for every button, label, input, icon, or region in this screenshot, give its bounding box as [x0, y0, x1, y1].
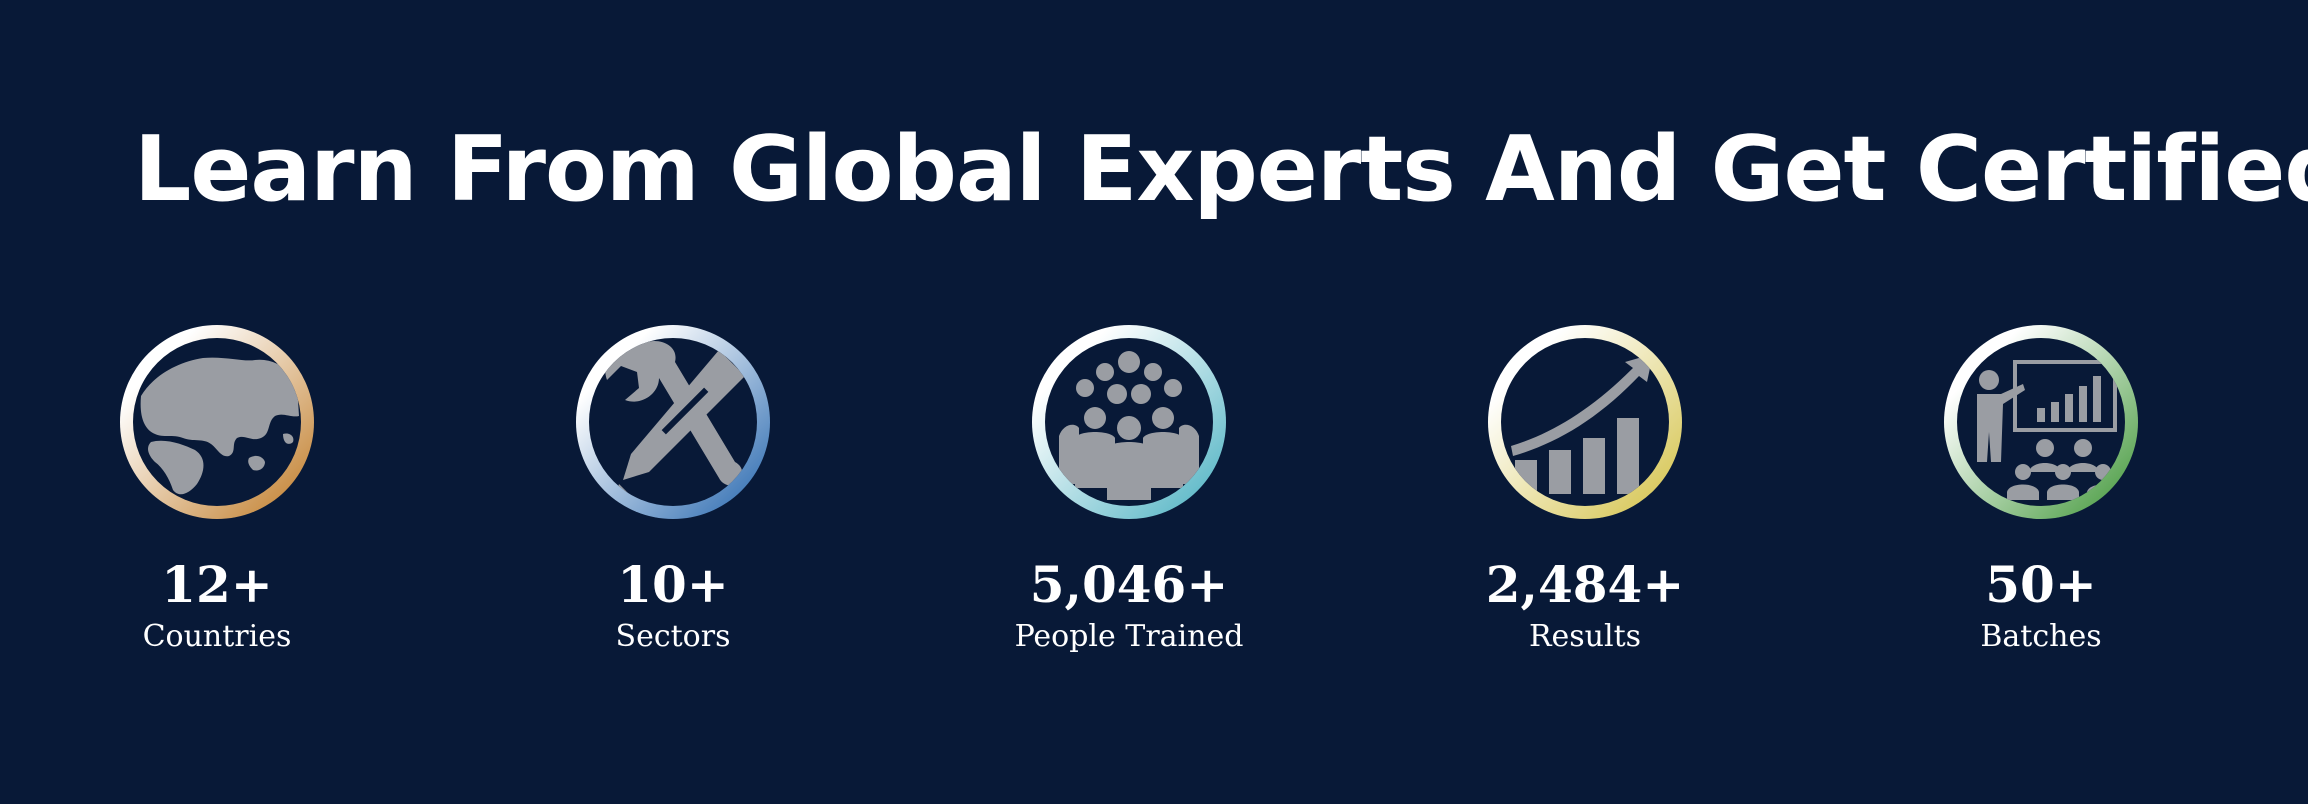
tools-icon	[605, 340, 745, 498]
globe-icon-ring	[120, 325, 314, 519]
stat-results: 2,484+ Results	[1435, 325, 1735, 657]
stat-value: 50+	[1985, 555, 2097, 614]
people-icon-ring	[1032, 325, 1226, 519]
stat-countries: 12+ Countries	[67, 325, 367, 657]
globe-icon	[140, 357, 299, 495]
stat-value: 12+	[161, 555, 273, 614]
page-title: Learn From Global Experts And Get Certif…	[134, 117, 2308, 222]
presentation-icon	[1977, 360, 2119, 500]
growth-chart-icon	[1511, 354, 1653, 494]
stat-label: Results	[1528, 619, 1642, 654]
growth-chart-icon-ring	[1488, 325, 1682, 519]
stat-label: Batches	[1980, 619, 2102, 654]
stat-batches: 50+ Batches	[1891, 325, 2191, 657]
people-icon	[1059, 351, 1199, 500]
stat-people-trained: 5,046+ People Trained	[979, 325, 1279, 657]
tools-icon-ring	[576, 325, 770, 519]
stat-value: 2,484+	[1485, 555, 1685, 614]
presentation-icon-ring	[1944, 325, 2138, 519]
stat-value: 10+	[617, 555, 729, 614]
stat-sectors: 10+ Sectors	[523, 325, 823, 657]
stat-label: Countries	[142, 619, 292, 654]
stat-value: 5,046+	[1029, 555, 1229, 614]
stat-label: People Trained	[1014, 619, 1244, 654]
stat-label: Sectors	[615, 619, 731, 654]
